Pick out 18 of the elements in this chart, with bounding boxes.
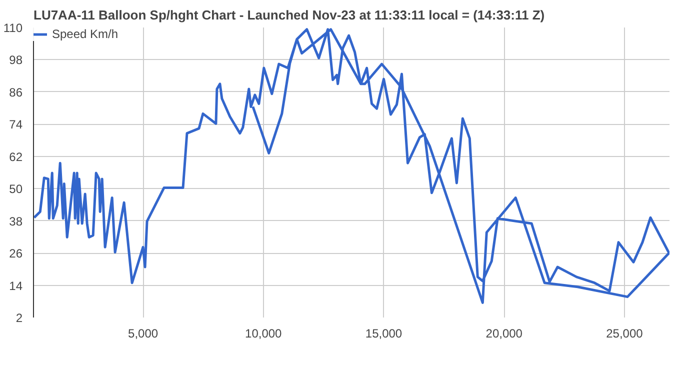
y-tick-label: 62 <box>9 150 23 164</box>
x-tick-label: 10,000 <box>245 326 282 340</box>
x-tick-label: 5,000 <box>128 326 158 340</box>
y-tick-label: 98 <box>9 53 23 68</box>
text: Speed Km/h <box>52 27 118 41</box>
chart-title: LU7AA-11 Balloon Sp/hght Chart - Launched Nov-23 at 11:33:11 local = (14:33:11 Z) <box>34 8 545 22</box>
line-series <box>34 28 670 304</box>
y-tick-label: 2 <box>16 311 23 325</box>
y-tick-label: 86 <box>9 85 23 100</box>
y-tick-label: 14 <box>9 278 23 293</box>
x-tick-label: 15,000 <box>365 326 402 340</box>
y-tick-label: 26 <box>9 246 23 261</box>
x-tick-label: 25,000 <box>606 326 644 340</box>
y-tick-label: 74 <box>9 118 23 132</box>
y-tick-label: 38 <box>9 214 23 228</box>
y-tick-label: 110 <box>3 21 23 35</box>
y-tick-label: 50 <box>9 182 23 196</box>
x-tick-label: 20,000 <box>486 326 523 340</box>
